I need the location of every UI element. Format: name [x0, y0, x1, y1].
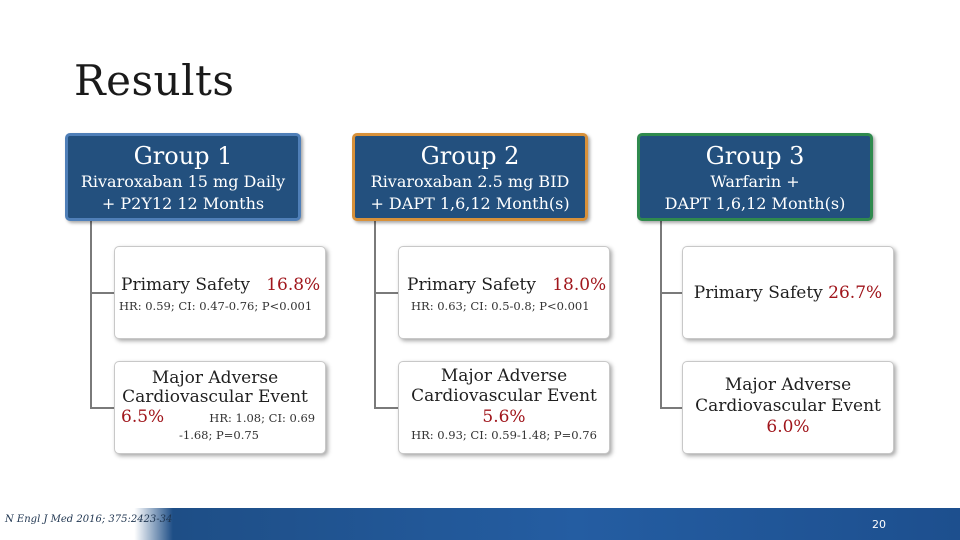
group-2-mace-card: Major Adverse Cardiovascular Event 5.6% … [398, 361, 610, 454]
group-1-desc-line2: + P2Y12 12 Months [101, 194, 265, 213]
group-3-mace-card: Major Adverse Cardiovascular Event 6.0% [682, 361, 894, 454]
group-3-connector-safety [660, 292, 682, 294]
group-1-desc-line1: Rivaroxaban 15 mg Daily [80, 172, 286, 191]
group-1-header: Group 1 Rivaroxaban 15 mg Daily + P2Y12 … [65, 133, 301, 221]
group-2-connector-mace [374, 407, 398, 409]
group-1-name: Group 1 [133, 142, 233, 170]
citation: N Engl J Med 2016; 375:2423-34 [5, 514, 173, 525]
group-1-mace-stats-b: -1.68; P=0.75 [179, 428, 260, 442]
group-2-mace-stats: HR: 0.93; CI: 0.59-1.48; P=0.76 [411, 428, 597, 442]
group-2-header: Group 2 Rivaroxaban 2.5 mg BID + DAPT 1,… [352, 133, 588, 221]
group-2-mace-value: 5.6% [482, 407, 526, 427]
group-1-connector-safety [90, 292, 114, 294]
group-2-mace-line1: Major Adverse [440, 366, 568, 386]
group-3-safety-label: Primary Safety [693, 283, 823, 303]
slide-title: Results [74, 56, 235, 105]
group-2-connector-safety [374, 292, 398, 294]
group-3-header: Group 3 Warfarin + DAPT 1,6,12 Month(s) [637, 133, 873, 221]
group-1-mace-card: Major Adverse Cardiovascular Event 6.5% … [114, 361, 326, 454]
footer-bar [0, 508, 960, 540]
group-1-mace-value: 6.5% [121, 407, 165, 427]
group-3-desc-line1: Warfarin + [710, 172, 800, 191]
group-2-safety-card: Primary Safety 18.0% HR: 0.63; CI: 0.5-0… [398, 246, 610, 339]
group-2-safety-label: Primary Safety [407, 275, 536, 295]
group-1-mace-line2: Cardiovascular Event [122, 387, 308, 407]
group-3-safety-value: 26.7% [828, 283, 883, 303]
group-2-desc-line1: Rivaroxaban 2.5 mg BID [370, 172, 570, 191]
group-1-connector [90, 221, 92, 408]
group-2-safety-value: 18.0% [552, 275, 607, 295]
group-3-mace-line1: Major Adverse [724, 375, 852, 395]
group-2-connector [374, 221, 376, 408]
group-3-name: Group 3 [705, 142, 805, 170]
group-2-safety-stats: HR: 0.63; CI: 0.5-0.8; P<0.001 [411, 299, 590, 313]
group-2-name: Group 2 [420, 142, 520, 170]
group-3-mace-value: 6.0% [766, 417, 810, 437]
group-1-safety-value: 16.8% [266, 275, 321, 295]
group-1-safety-label: Primary Safety [121, 275, 250, 295]
group-3-mace-line2: Cardiovascular Event [695, 396, 881, 416]
group-2-mace-line2: Cardiovascular Event [411, 386, 597, 406]
group-3-connector [660, 221, 662, 408]
group-3-connector-mace [660, 407, 682, 409]
group-1-mace-line1: Major Adverse [151, 368, 279, 388]
group-3-desc-line2: DAPT 1,6,12 Month(s) [664, 194, 846, 213]
group-2-desc-line2: + DAPT 1,6,12 Month(s) [370, 194, 570, 213]
group-1-mace-stats-a: HR: 1.08; CI: 0.69 [209, 411, 316, 425]
group-3-safety-card: Primary Safety 26.7% [682, 246, 894, 339]
group-1-safety-stats: HR: 0.59; CI: 0.47-0.76; P<0.001 [119, 299, 313, 313]
page-number: 20 [872, 518, 886, 531]
group-1-connector-mace [90, 407, 114, 409]
group-1-safety-card: Primary Safety 16.8% HR: 0.59; CI: 0.47-… [114, 246, 326, 339]
